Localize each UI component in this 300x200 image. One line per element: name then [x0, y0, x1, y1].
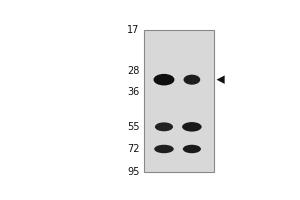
- Text: 28: 28: [128, 66, 140, 76]
- Text: 72: 72: [127, 144, 140, 154]
- Ellipse shape: [154, 145, 174, 153]
- Ellipse shape: [182, 122, 202, 132]
- Text: 17: 17: [128, 25, 140, 35]
- FancyBboxPatch shape: [145, 30, 214, 172]
- Ellipse shape: [184, 75, 200, 85]
- Text: 95: 95: [128, 167, 140, 177]
- Text: 55: 55: [127, 122, 140, 132]
- Ellipse shape: [183, 145, 201, 153]
- Ellipse shape: [154, 74, 174, 85]
- Polygon shape: [217, 75, 225, 84]
- Text: 36: 36: [128, 87, 140, 97]
- Ellipse shape: [155, 122, 173, 131]
